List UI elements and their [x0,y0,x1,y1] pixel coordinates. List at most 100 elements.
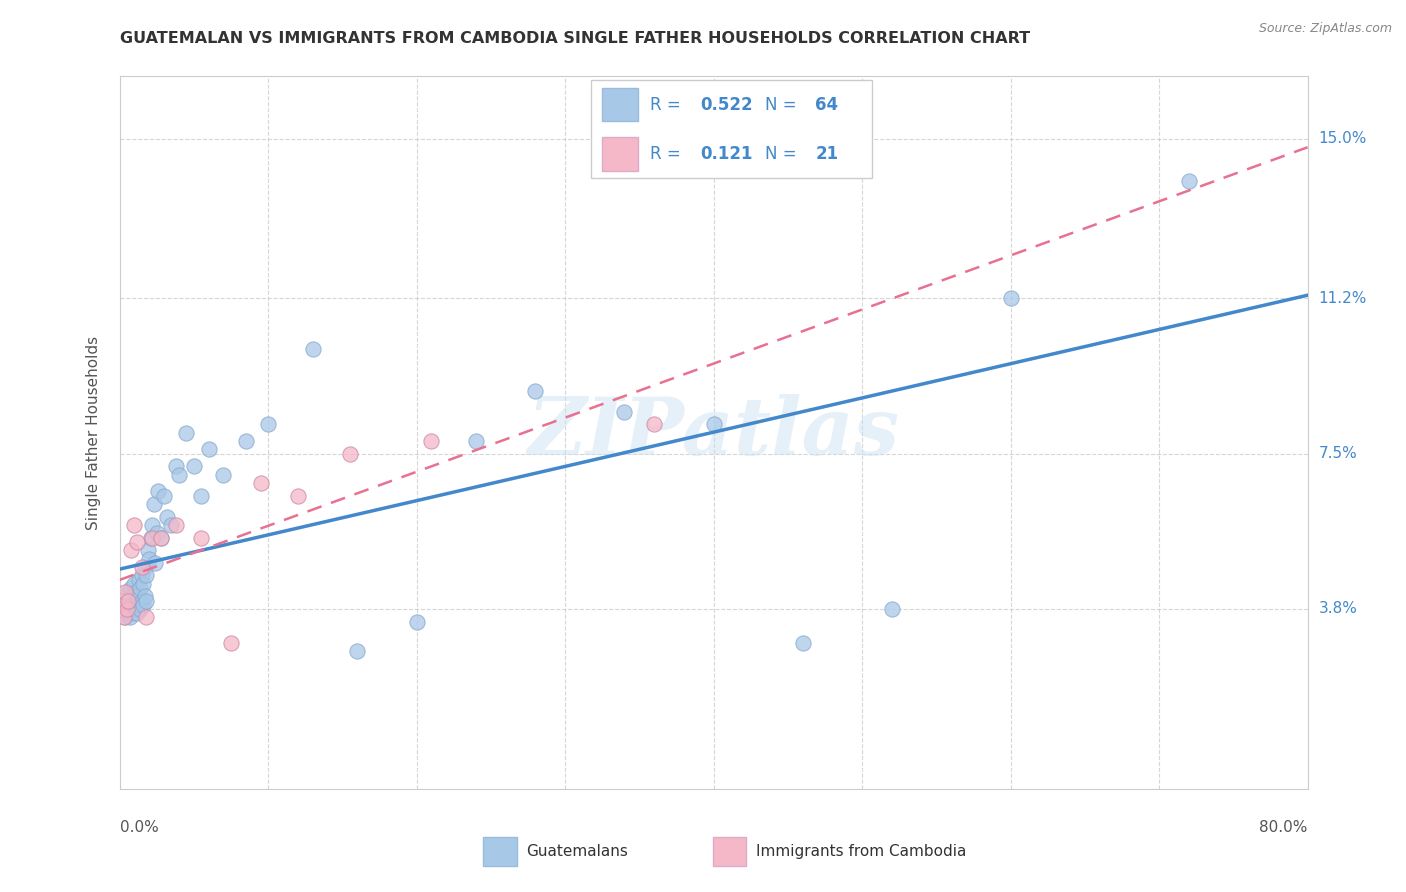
Point [128,573,150,587]
Point [117,593,139,607]
Point [141,531,163,545]
Point [197,442,219,457]
Point [127,590,149,604]
Text: 7.5%: 7.5% [1319,446,1357,461]
Point [176,425,198,440]
Point [142,497,165,511]
Point [1178,174,1201,188]
Point [702,417,725,432]
Point [145,526,167,541]
Text: R =: R = [650,95,686,114]
Text: 0.121: 0.121 [700,145,752,163]
Point [219,635,242,649]
Point [135,568,157,582]
Text: Immigrants from Cambodia: Immigrants from Cambodia [755,844,966,859]
Text: 0.522: 0.522 [700,95,752,114]
Point [135,610,157,624]
Point [150,531,173,545]
Point [287,489,309,503]
Point [131,593,153,607]
Point [156,509,179,524]
Text: 21: 21 [815,145,838,163]
Point [464,434,486,448]
Point [190,531,212,545]
Point [150,531,173,545]
Text: ZIPatlas: ZIPatlas [527,394,900,471]
Point [135,593,157,607]
Point [125,602,148,616]
Point [111,593,134,607]
Bar [713,837,747,866]
Point [134,560,156,574]
Point [124,518,146,533]
Point [115,602,138,616]
Point [1000,291,1022,305]
Point [160,518,183,533]
Text: N =: N = [765,95,801,114]
Point [122,606,145,620]
Point [127,606,149,620]
Point [115,590,138,604]
Point [212,467,235,482]
Point [613,404,636,418]
Point [643,417,665,432]
Point [125,585,148,599]
Point [129,602,152,616]
Point [118,610,141,624]
Point [112,610,135,624]
Point [339,447,361,461]
Bar [484,837,516,866]
Point [117,602,139,616]
Point [792,635,814,649]
Point [132,576,155,591]
Text: 11.2%: 11.2% [1319,291,1367,306]
Point [257,417,280,432]
Point [124,598,146,612]
Text: Guatemalans: Guatemalans [526,844,628,859]
Point [117,585,139,599]
Point [190,489,212,503]
Point [122,590,145,604]
Point [127,534,149,549]
Point [114,598,136,612]
Text: 3.8%: 3.8% [1319,601,1358,616]
Point [346,644,368,658]
Point [249,475,271,490]
Point [114,585,136,599]
Point [129,581,152,595]
Point [118,593,141,607]
Text: 64: 64 [815,95,838,114]
Text: 80.0%: 80.0% [1260,820,1308,835]
Point [120,581,142,595]
Point [524,384,547,398]
Point [167,467,190,482]
Point [131,560,153,574]
Text: 15.0%: 15.0% [1319,131,1367,146]
Text: R =: R = [650,145,686,163]
Point [128,598,150,612]
Point [115,606,138,620]
Point [111,606,134,620]
Point [143,556,166,570]
FancyBboxPatch shape [591,80,872,178]
Point [165,459,187,474]
Text: 0.0%: 0.0% [120,820,159,835]
Point [120,602,142,616]
Point [136,543,159,558]
Point [120,543,142,558]
Point [165,518,187,533]
Bar [602,88,638,121]
Point [132,598,155,612]
Y-axis label: Single Father Households: Single Father Households [86,335,101,530]
Point [112,593,135,607]
Point [405,615,427,629]
Point [235,434,257,448]
Point [880,602,903,616]
Point [124,576,146,591]
Text: Source: ZipAtlas.com: Source: ZipAtlas.com [1258,22,1392,36]
Point [131,568,153,582]
Bar [602,137,638,170]
Point [141,518,163,533]
Point [420,434,443,448]
Point [139,531,162,545]
